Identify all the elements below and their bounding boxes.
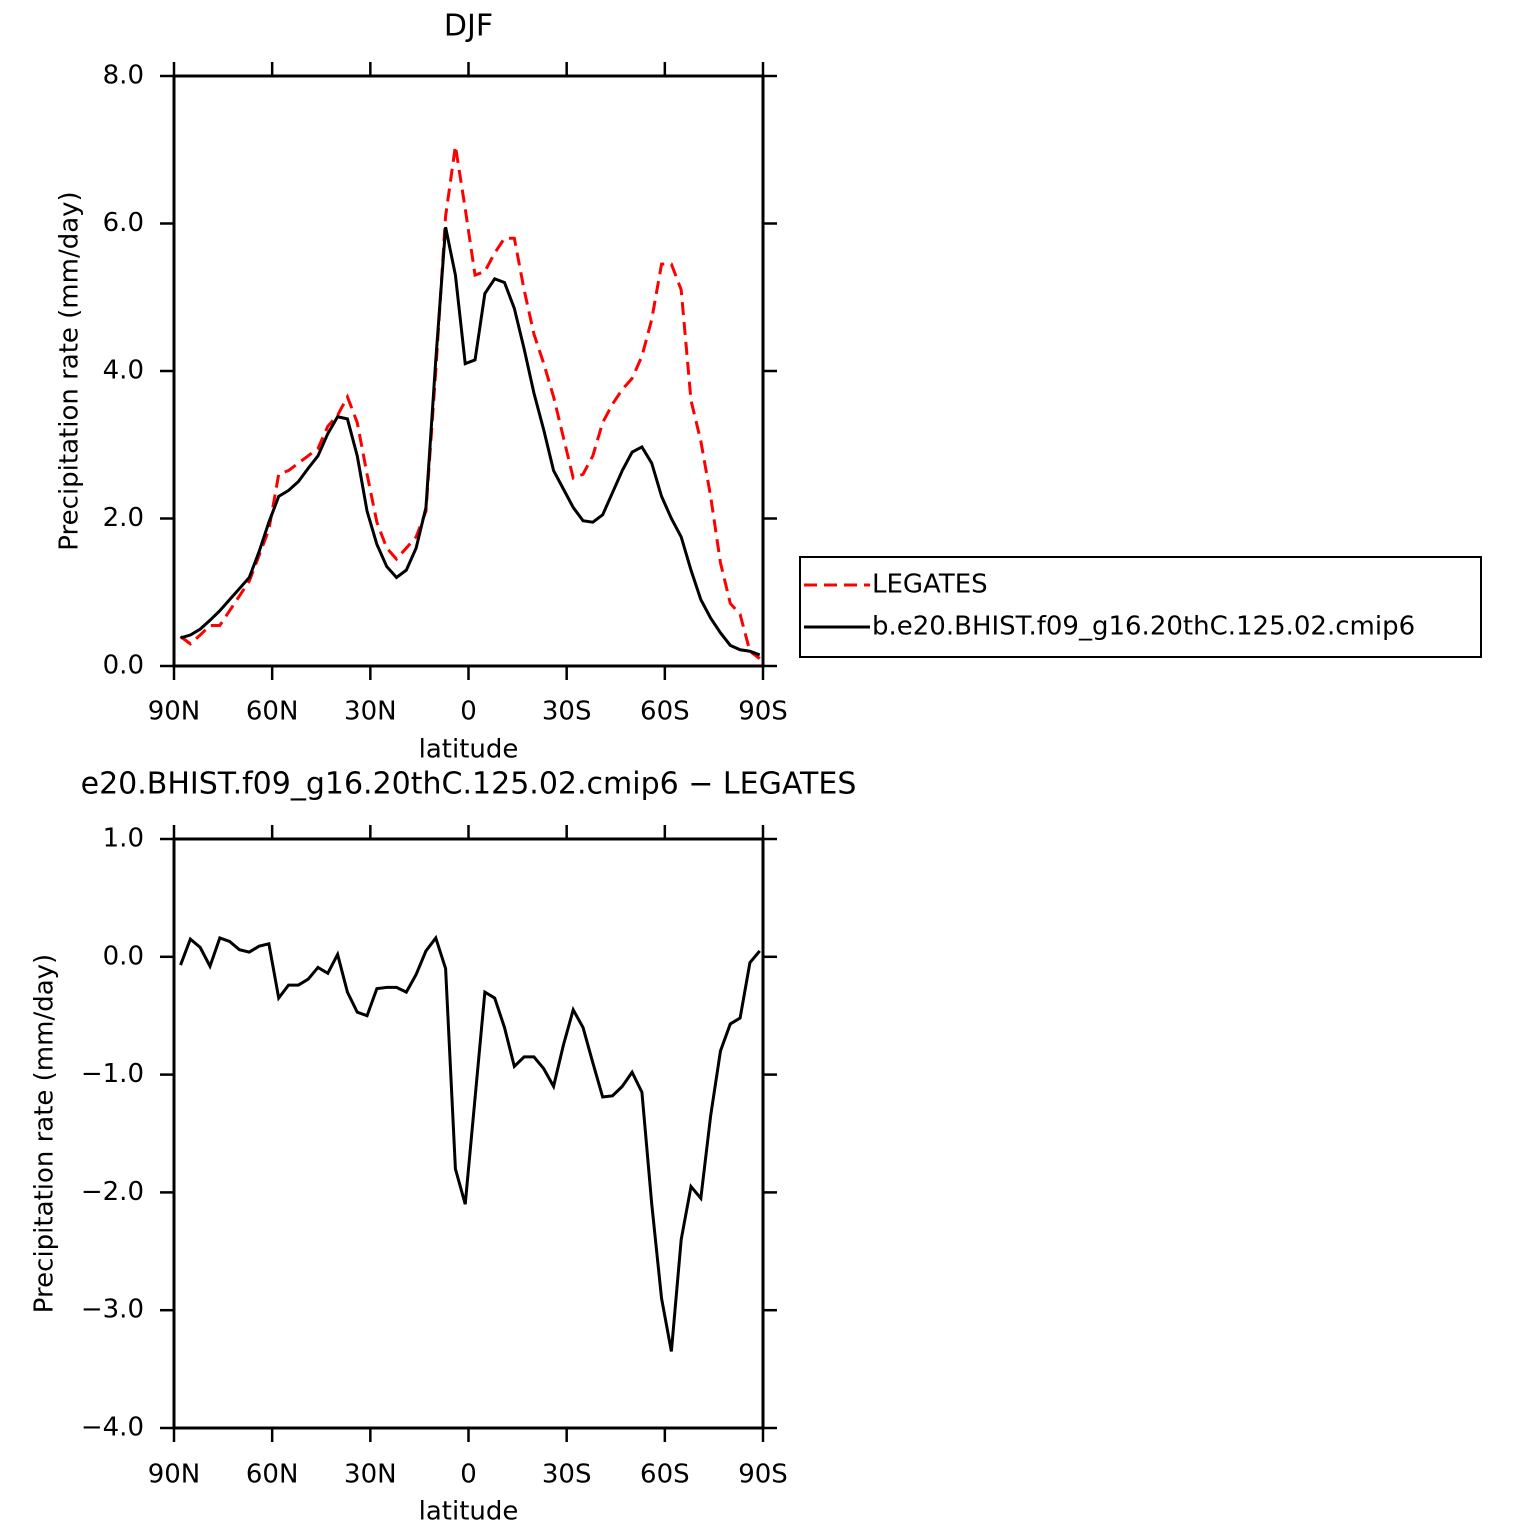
data-line [179,934,761,1352]
y-tick-label: 0.0 [103,651,144,681]
x-tick-label: 0 [460,697,477,727]
x-tick-label: 60S [640,697,690,727]
x-axis-label: latitude [419,735,519,765]
y-tick-label: 6.0 [103,208,144,238]
legend-label: LEGATES [872,570,988,600]
chart-title: DJF [444,9,493,44]
x-tick-label: 90N [148,697,201,727]
legend-label: b.e20.BHIST.f09_g16.20thC.125.02.cmip6 [872,612,1415,642]
plot-frame [172,837,765,1430]
y-tick-label: 1.0 [103,824,144,854]
x-tick-label: 90N [148,1460,201,1490]
x-tick-label: 0 [460,1460,477,1490]
x-tick-label: 60N [246,1460,299,1490]
x-tick-label: 60S [640,1460,690,1490]
x-tick-label: 90S [738,697,788,727]
y-tick-label: −4.0 [81,1413,144,1443]
chart-title: e20.BHIST.f09_g16.20thC.125.02.cmip6 − L… [81,767,857,802]
y-tick-label: 2.0 [103,503,144,533]
y-axis-label: Precipitation rate (mm/day) [30,954,60,1313]
y-tick-label: −3.0 [81,1295,144,1325]
x-tick-label: 30S [542,697,592,727]
x-tick-label: 30N [344,1460,397,1490]
data-line [180,226,761,657]
x-axis-label: latitude [419,1497,519,1527]
legend-box [799,556,1482,658]
y-tick-label: 4.0 [103,356,144,386]
plot-frame [172,74,765,668]
y-tick-label: 8.0 [103,61,144,91]
y-tick-label: 0.0 [103,941,144,971]
x-tick-label: 30N [344,697,397,727]
data-line [179,145,761,660]
y-axis-label: Precipitation rate (mm/day) [55,191,85,550]
x-tick-label: 90S [738,1460,788,1490]
y-tick-label: −1.0 [81,1059,144,1089]
y-tick-label: −2.0 [81,1177,144,1207]
x-tick-label: 60N [246,697,299,727]
x-tick-label: 30S [542,1460,592,1490]
